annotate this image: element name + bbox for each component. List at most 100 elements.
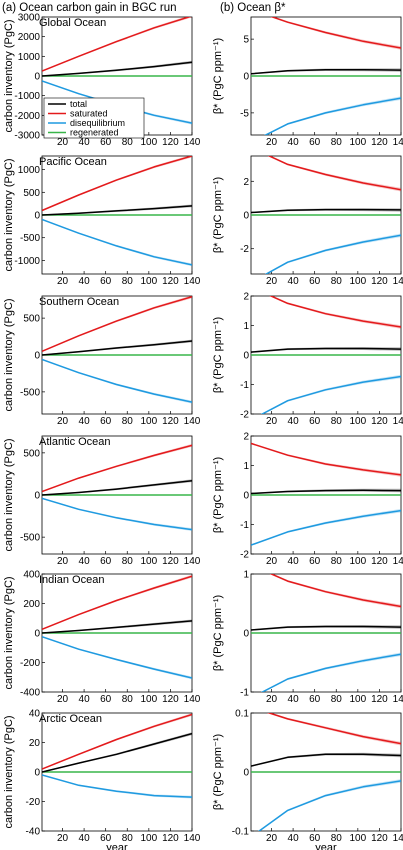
x-tick-label: 140 (393, 137, 403, 148)
series-band-total (251, 488, 401, 495)
x-tick-label: 100 (140, 276, 157, 287)
legend-label-total: total (70, 99, 87, 109)
y-tick-label: -2 (240, 550, 249, 561)
y-tick-label: -1 (240, 520, 249, 531)
x-axis-label: year (106, 842, 128, 850)
x-tick-label: 80 (331, 137, 343, 148)
y-tick-label: 1 (243, 321, 249, 332)
y-tick-label: 0.1 (235, 709, 249, 720)
panel-2: 20 40 60 80 100 120 140 -1000 -500 0 500 1000Pacifi… (3, 155, 201, 287)
series-line-disequilibrium (264, 234, 401, 274)
panel-title: Southern Ocean (39, 296, 119, 308)
series-line-total (251, 489, 401, 495)
x-tick-label: 80 (331, 416, 343, 427)
y-tick-label: -5 (240, 108, 249, 119)
panel-1: 20 40 60 80 100 120 140 -5 0 5 β* (PgC ppm⁻¹) (212, 16, 403, 148)
x-tick-label: 20 (266, 833, 278, 844)
y-axis-label: carbon inventory (PgC) (3, 438, 15, 551)
y-tick-label: 0 (243, 768, 249, 779)
y-tick-label: -2000 (14, 111, 40, 122)
x-tick-label: 20 (266, 137, 278, 148)
y-tick-label: 2000 (18, 32, 41, 43)
y-tick-label: 0 (243, 351, 249, 362)
y-axis-label: β* (PgC ppm⁻¹) (212, 734, 224, 810)
y-tick-label: 3000 (18, 13, 41, 24)
x-tick-label: 20 (266, 416, 278, 427)
x-tick-label: 20 (57, 416, 69, 427)
x-tick-label: 100 (140, 694, 157, 705)
x-tick-label: 120 (371, 416, 388, 427)
y-tick-label: 0 (243, 72, 249, 83)
series-line-total (251, 347, 401, 353)
y-tick-label: 1 (243, 461, 249, 472)
x-tick-label: 140 (393, 694, 403, 705)
series-group (42, 443, 192, 531)
y-tick-label: 200 (23, 599, 40, 610)
y-axis-label: carbon inventory (PgC) (3, 715, 15, 828)
series-band-saturated (269, 296, 401, 329)
x-tick-label: 120 (162, 694, 179, 705)
x-tick-label: 140 (184, 556, 201, 567)
series-line-saturated (42, 575, 192, 630)
x-tick-label: 60 (309, 556, 321, 567)
panel-title: Pacific Ocean (39, 156, 107, 168)
x-tick-label: 40 (288, 694, 300, 705)
x-tick-label: 60 (100, 694, 112, 705)
series-line-saturated (42, 444, 192, 493)
y-tick-label: 2 (243, 432, 249, 443)
series-line-saturated (267, 156, 401, 191)
x-tick-label: 40 (79, 416, 91, 427)
y-tick-label: -1 (240, 380, 249, 391)
x-tick-label: 20 (266, 556, 278, 567)
x-tick-label: 80 (122, 137, 134, 148)
x-tick-label: 140 (184, 416, 201, 427)
x-tick-label: 40 (288, 416, 300, 427)
y-tick-label: -1000 (14, 256, 40, 267)
series-group (251, 296, 401, 414)
y-axis-label: β* (PgC ppm⁻¹) (212, 457, 224, 533)
y-tick-label: 500 (23, 188, 40, 199)
x-tick-label: 100 (140, 556, 157, 567)
x-tick-label: 60 (100, 276, 112, 287)
y-tick-label: 0 (34, 629, 40, 640)
series-band-disequilibrium (258, 779, 401, 831)
x-tick-label: 80 (331, 833, 343, 844)
series-line-total (42, 61, 192, 77)
y-tick-label: 0 (243, 629, 249, 640)
series-group (42, 296, 192, 404)
x-tick-label: 120 (162, 556, 179, 567)
y-tick-label: 0 (243, 211, 249, 222)
x-tick-label: 80 (122, 556, 134, 567)
x-tick-label: 80 (331, 276, 343, 287)
y-tick-label: 1000 (18, 52, 41, 63)
legend-label-saturated: saturated (70, 109, 108, 119)
y-tick-label: -500 (20, 233, 40, 244)
series-line-saturated (251, 442, 401, 476)
x-tick-label: 80 (331, 694, 343, 705)
series-line-disequilibrium (264, 97, 401, 135)
x-tick-label: 20 (57, 556, 69, 567)
series-line-total (251, 753, 401, 767)
y-tick-label: 1000 (18, 165, 41, 176)
panel-title: Indian Ocean (39, 574, 104, 586)
x-tick-label: 100 (349, 694, 366, 705)
y-tick-label: -1 (240, 688, 249, 699)
series-line-disequilibrium (42, 218, 192, 266)
series-group (42, 713, 192, 799)
x-tick-label: 20 (57, 137, 69, 148)
y-tick-label: -200 (20, 658, 40, 669)
y-tick-label: -3000 (14, 131, 40, 142)
panel-title: Atlantic Ocean (39, 436, 111, 448)
y-axis-label: β* (PgC ppm⁻¹) (212, 595, 224, 671)
y-tick-label: 20 (29, 738, 41, 749)
x-tick-label: 60 (100, 416, 112, 427)
panel-8: 20 40 60 80 100 120 140 -400 -200 0 200 400 Indian O… (3, 570, 201, 706)
series-group (251, 442, 401, 546)
legend-label-regenerated: regenerated (70, 128, 119, 138)
y-tick-label: 500 (23, 314, 40, 325)
series-line-saturated (42, 156, 192, 212)
x-tick-label: 40 (79, 694, 91, 705)
x-tick-label: 120 (371, 694, 388, 705)
